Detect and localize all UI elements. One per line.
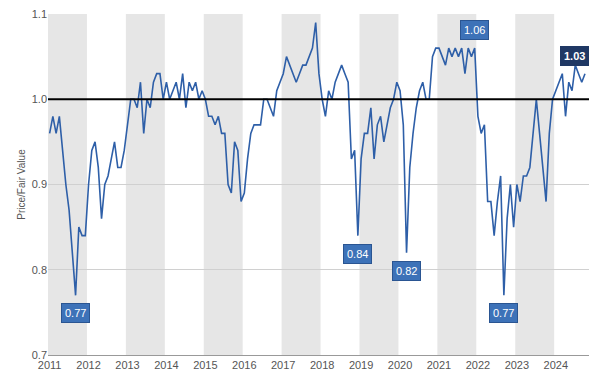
svg-text:1.06: 1.06 <box>464 24 485 36</box>
svg-text:2023: 2023 <box>505 359 529 371</box>
svg-text:2019: 2019 <box>349 359 373 371</box>
svg-text:1.03: 1.03 <box>564 50 585 62</box>
svg-text:2015: 2015 <box>193 359 217 371</box>
svg-text:0.84: 0.84 <box>347 248 368 260</box>
svg-text:2024: 2024 <box>544 359 568 371</box>
svg-text:2011: 2011 <box>38 359 62 371</box>
svg-text:2022: 2022 <box>466 359 490 371</box>
svg-text:2012: 2012 <box>76 359 100 371</box>
svg-text:0.9: 0.9 <box>32 178 47 190</box>
svg-text:0.8: 0.8 <box>32 264 47 276</box>
svg-text:0.77: 0.77 <box>493 307 514 319</box>
svg-text:2017: 2017 <box>271 359 295 371</box>
svg-text:2016: 2016 <box>232 359 256 371</box>
svg-text:0.77: 0.77 <box>65 307 86 319</box>
svg-text:Price/Fair Value: Price/Fair Value <box>16 149 27 220</box>
svg-text:2013: 2013 <box>115 359 139 371</box>
svg-text:2020: 2020 <box>388 359 412 371</box>
svg-text:2018: 2018 <box>310 359 334 371</box>
svg-text:0.82: 0.82 <box>396 265 417 277</box>
svg-text:2021: 2021 <box>427 359 451 371</box>
svg-text:1.0: 1.0 <box>32 93 47 105</box>
svg-text:0.7: 0.7 <box>32 349 47 361</box>
svg-text:1.1: 1.1 <box>32 8 47 20</box>
svg-text:2014: 2014 <box>154 359 178 371</box>
